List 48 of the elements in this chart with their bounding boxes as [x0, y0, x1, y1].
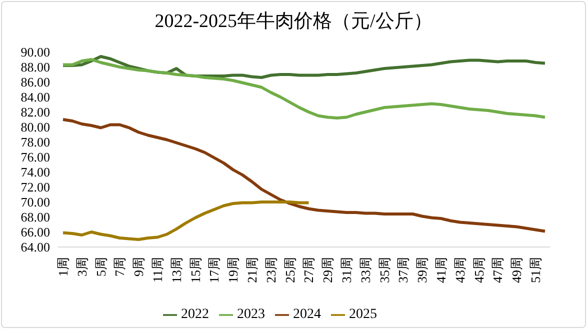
y-tick-label: 78.00 [20, 134, 50, 150]
legend-label: 2023 [237, 307, 265, 322]
x-tick-label: 9周 [131, 257, 146, 276]
y-tick-label: 72.00 [20, 180, 50, 195]
x-tick-label: 15周 [188, 257, 203, 283]
line-series [62, 58, 546, 120]
x-tick-label: 3周 [74, 257, 90, 276]
y-tick-label: 74.00 [20, 164, 50, 180]
y-tick-label: 68.00 [20, 210, 50, 225]
y-tick-label: 80.00 [20, 120, 50, 135]
x-tick-label: 45周 [471, 257, 486, 283]
x-tick-label: 51周 [528, 257, 544, 283]
x-tick-label: 7周 [112, 257, 128, 276]
line-series [62, 118, 546, 233]
x-tick-label: 31周 [339, 257, 354, 283]
x-tick-label: 33周 [358, 257, 373, 283]
line-series [62, 200, 310, 241]
y-tick-label: 88.00 [20, 60, 50, 75]
y-tick-label: 64.00 [20, 240, 50, 255]
x-tick-label: 21周 [244, 257, 260, 283]
x-tick-label: 13周 [168, 257, 184, 283]
chart-title: 2022-2025年牛肉价格（元/公斤） [154, 10, 434, 34]
x-tick-label: 1周 [56, 257, 70, 276]
x-tick-label: 47周 [490, 257, 506, 283]
x-tick-label: 17周 [206, 257, 222, 283]
y-tick-label: 84.00 [20, 90, 50, 105]
x-tick-label: 11周 [150, 257, 166, 283]
y-tick-label: 66.00 [20, 224, 50, 240]
x-tick-label: 27周 [301, 257, 316, 283]
x-tick-label: 39周 [414, 257, 430, 283]
y-tick-label: 70.00 [20, 194, 50, 210]
x-tick-label: 37周 [396, 257, 411, 283]
y-tick-label: 76.00 [20, 150, 50, 165]
y-tick-label: 82.00 [20, 104, 50, 120]
x-tick-label: 19周 [226, 257, 241, 283]
legend-label: 2024 [293, 307, 321, 322]
y-tick-label: 90.00 [20, 44, 50, 60]
legend-label: 2025 [349, 307, 377, 322]
x-tick-label: 49周 [509, 257, 524, 283]
x-tick-label: 41周 [434, 257, 449, 283]
x-tick-label: 25周 [282, 257, 298, 283]
legend-label: 2022 [181, 307, 209, 322]
x-tick-label: 43周 [452, 257, 468, 283]
x-tick-label: 5周 [93, 257, 108, 276]
x-tick-label: 29周 [320, 257, 336, 283]
y-tick-label: 86.00 [20, 74, 50, 90]
x-tick-label: 35周 [376, 257, 392, 283]
x-tick-label: 23周 [263, 257, 278, 283]
